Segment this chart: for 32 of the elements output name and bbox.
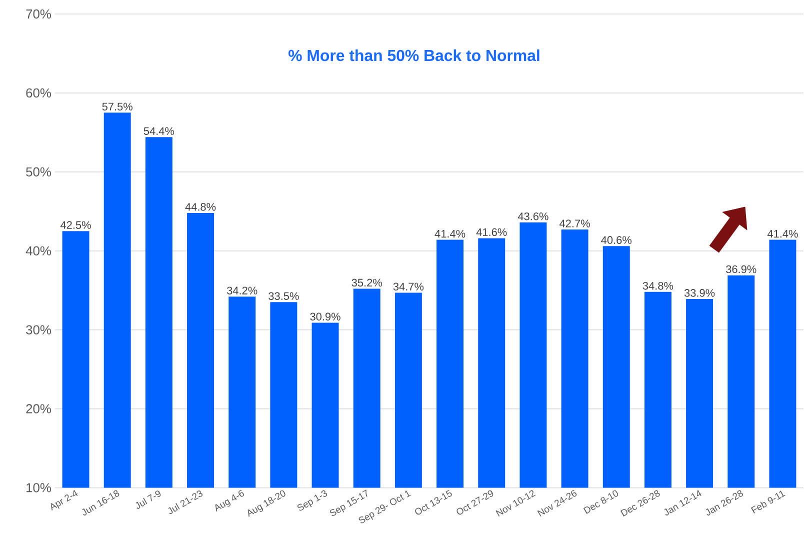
data-label: 34.2% xyxy=(226,286,258,295)
data-label: 30.9% xyxy=(310,312,340,321)
data-label: 54.4% xyxy=(144,127,174,136)
data-label: 41.4% xyxy=(434,230,466,238)
data-label: 42.5% xyxy=(60,221,91,230)
y-tick-label: 10% xyxy=(26,483,51,492)
y-tick-label: 60% xyxy=(26,88,51,98)
data-label: 34.7% xyxy=(393,282,424,291)
data-label: 35.2% xyxy=(352,278,382,287)
data-label: 36.9% xyxy=(726,266,756,274)
data-label: 57.5% xyxy=(102,102,132,111)
y-tick-label: 40% xyxy=(26,246,51,256)
data-label: 33.5% xyxy=(268,292,299,300)
data-label: 44.8% xyxy=(185,203,216,211)
data-label: 43.6% xyxy=(518,212,548,220)
y-tick-label: 50% xyxy=(26,167,51,177)
x-tick-label: Feb 9-11 xyxy=(750,490,786,514)
x-tick-label: Jul 7-9 xyxy=(136,490,161,509)
data-label: 40.6% xyxy=(601,236,632,244)
data-label: 34.8% xyxy=(642,282,674,290)
x-tick-label: Apr 2-4 xyxy=(50,490,78,511)
x-tick-label: Sep 1-3 xyxy=(297,490,328,511)
y-tick-label: 30% xyxy=(26,325,51,335)
x-tick-label: Dec 8-10 xyxy=(583,490,618,514)
text: % More than 50% Back to Normal xyxy=(288,50,540,62)
data-label: 42.7% xyxy=(560,220,590,228)
y-tick-label: 20% xyxy=(26,404,51,414)
data-label: 41.4% xyxy=(767,230,798,238)
y-tick-label: 70% xyxy=(26,10,51,19)
x-tick-label: Aug 4-6 xyxy=(215,490,244,512)
data-label: 41.6% xyxy=(476,228,507,236)
data-label: 33.9% xyxy=(684,289,715,297)
